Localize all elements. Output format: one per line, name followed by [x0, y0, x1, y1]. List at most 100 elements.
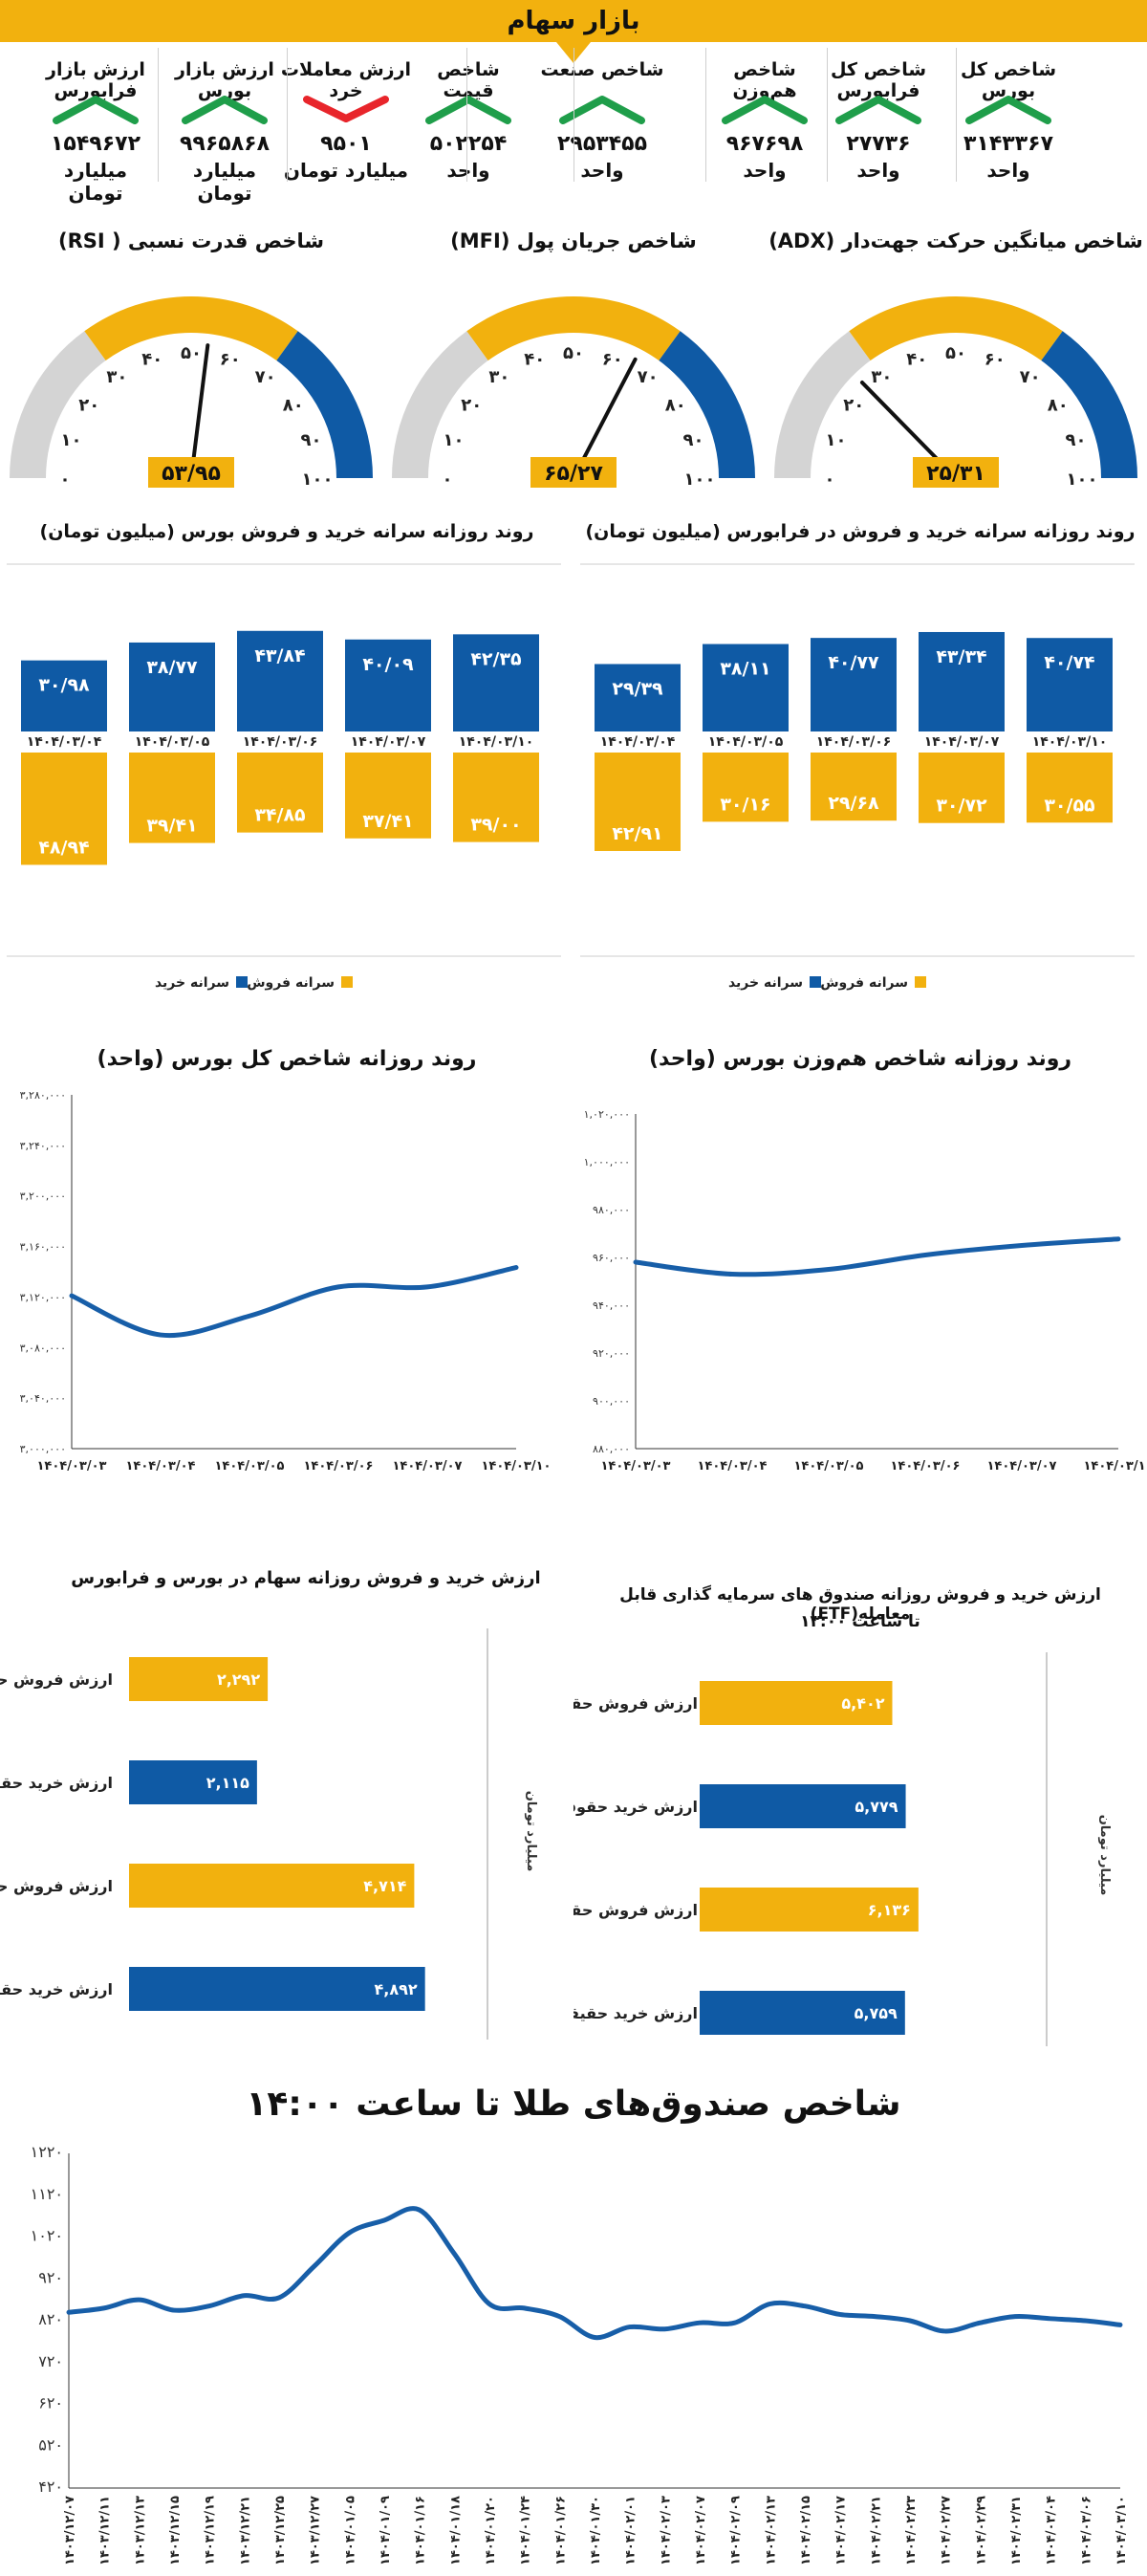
kpi-unit: واحد — [856, 159, 900, 182]
gauge-tick-label: ۲۰ — [461, 395, 482, 415]
hbar-category-label: ارزش فروش حقوقی — [0, 1670, 113, 1689]
kpi-unit: میلیارد تومان — [283, 159, 409, 182]
buy-bar-label: ۳۸/۱۱ — [720, 659, 770, 680]
gauge-tick-label: ۱۰۰ — [302, 469, 334, 490]
buy-per-capita-bar — [703, 644, 789, 731]
x-tick-label: ۱۴۰۳/۱۲/۱۵ — [168, 2496, 183, 2565]
buy-bar-label: ۴۰/۰۹ — [362, 654, 414, 675]
y-tick-label: ۵۲۰ — [38, 2435, 63, 2454]
hbar-title-etf: ارزش خرید و فروش روزانه صندوق های سرمایه… — [619, 1585, 1101, 1624]
kpi-divider — [466, 48, 467, 182]
hbar-value-label: ۵,۷۵۹ — [855, 2004, 898, 2022]
gauge-band-mid — [849, 296, 1063, 361]
x-tick-label: ۱۴۰۴/۰۱/۱۶ — [414, 2496, 428, 2565]
x-tick-label: ۱۴۰۳/۱۲/۱۹ — [204, 2496, 218, 2565]
hbar-bar — [700, 1991, 905, 2035]
kpi-card: شاخص هم‌وزن ۹۶۷۶۹۸ واحد — [707, 46, 822, 189]
kpi-label: شاخص کل بورس — [960, 59, 1057, 101]
hbar-bar — [700, 1681, 893, 1725]
sell-bar-label: ۴۲/۹۱ — [612, 823, 662, 844]
buy-per-capita-bar — [453, 634, 539, 731]
kpi-label: ارزش معاملات خرد — [280, 59, 412, 101]
x-tick-label: ۱۴۰۴/۰۱/۲۰ — [484, 2496, 498, 2565]
sell-bar-label: ۳۰/۷۲ — [936, 796, 987, 817]
sell-per-capita-bar — [703, 753, 789, 822]
x-tick-label: ۱۴۰۴/۰۲/۱۳ — [764, 2496, 778, 2565]
header-bar — [0, 0, 1147, 42]
hbar-category-label: ارزش خرید حقوقی — [0, 1774, 113, 1792]
trend-up-icon — [182, 96, 268, 124]
x-tick-label: ۱۴۰۴/۰۳/۰۳ — [37, 1459, 107, 1474]
trend-down-icon — [303, 96, 389, 122]
kpi-card: شاخص کل بورس ۳۱۴۳۳۶۷ واحد — [937, 46, 1080, 189]
kpi-divider — [827, 48, 828, 182]
series-line — [66, 2206, 1123, 2341]
kpi-value: ۹۶۷۶۹۸ — [725, 132, 804, 156]
gauge-tick-label: ۰ — [443, 469, 453, 490]
x-tick-label: ۱۴۰۴/۰۲/۱۷ — [834, 2496, 849, 2565]
gauge-band-high — [1041, 331, 1137, 478]
x-tick-label: ۱۴۰۴/۰۳/۰۷ — [987, 1459, 1057, 1474]
y-tick-label: ۹۴۰,۰۰۰ — [593, 1299, 630, 1312]
gauge-tick-label: ۱۰ — [825, 430, 846, 450]
kpi-label: شاخص صنعت — [540, 59, 664, 80]
x-tick-label: ۱۴۰۴/۰۲/۰۹ — [729, 2496, 744, 2565]
gauge-band-low — [392, 331, 488, 478]
hbar-category-label: ارزش فروش حقیقی — [0, 1877, 113, 1895]
x-tick-label: ۱۴۰۳/۱۲/۱۳ — [133, 2496, 147, 2565]
bar-date-label: ۱۴۰۴/۰۳/۰۷ — [924, 734, 1000, 750]
line-chart-total-index: ۳,۰۰۰,۰۰۰ ۳,۰۴۰,۰۰۰ ۳,۰۸۰,۰۰۰ ۳,۱۲۰,۰۰۰ ۳,۱۶… — [20, 1089, 552, 1474]
gauge-value-box — [913, 457, 999, 488]
gauge-value-box — [148, 457, 234, 488]
sell-bar-label: ۳۹/۰۰ — [470, 815, 521, 836]
sell-bar-label: ۲۹/۶۸ — [828, 793, 879, 814]
gauge-band-mid — [466, 296, 681, 361]
gauge-tick-label: ۸۰ — [1048, 395, 1069, 415]
x-tick-label: ۱۴۰۴/۰۱/۰۵ — [343, 2496, 357, 2565]
bar-date-label: ۱۴۰۴/۰۳/۱۰ — [459, 734, 534, 750]
kpi-label: شاخص قیمت — [437, 59, 500, 101]
gauge-tick-label: ۷۰ — [1020, 367, 1041, 387]
buy-bar-label: ۲۹/۳۹ — [612, 678, 663, 699]
sell-per-capita-bar — [919, 753, 1005, 823]
kpi-label: شاخص هم‌وزن — [732, 59, 797, 101]
bar-date-label: ۱۴۰۴/۰۳/۰۴ — [27, 734, 102, 750]
x-tick-label: ۱۴۰۴/۰۱/۰۹ — [379, 2496, 393, 2565]
gauge-tick-label: ۶۰ — [220, 349, 241, 369]
y-tick-label: ۱۱۲۰ — [31, 2185, 63, 2203]
legend-buy-label: سرانه خرید — [728, 975, 803, 991]
kpi-unit: واحد — [580, 159, 624, 182]
trend-arrow-shape — [965, 96, 1051, 124]
x-tick-label: ۱۴۰۴/۰۱/۳۰ — [589, 2496, 603, 2565]
x-tick-label: ۱۴۰۴/۰۳/۰۴ — [698, 1459, 768, 1474]
gauge-tick-label: ۷۰ — [638, 367, 659, 387]
x-tick-label: ۱۴۰۴/۰۱/۱۸ — [448, 2496, 463, 2565]
x-tick-label: ۱۴۰۴/۰۳/۱۰ — [1115, 2496, 1129, 2565]
bar-date-label: ۱۴۰۴/۰۳/۰۶ — [816, 734, 892, 750]
y-tick-label: ۹۰۰,۰۰۰ — [593, 1395, 630, 1408]
gauge-band-mid — [84, 296, 298, 361]
kpi-card: شاخص کل فرابورس ۲۷۷۳۶ واحد — [816, 46, 941, 189]
gauge-band-high — [276, 331, 373, 478]
x-tick-label: ۱۴۰۳/۱۲/۱۱ — [98, 2496, 113, 2565]
x-tick-label: ۱۴۰۴/۰۳/۰۵ — [794, 1459, 864, 1474]
kpi-card: ارزش بازار بورس ۹۹۶۵۸۶۸ میلیارد تومان — [162, 46, 287, 205]
y-tick-label: ۶۲۰ — [38, 2394, 63, 2412]
y-tick-label: ۴۲۰ — [38, 2478, 63, 2496]
trend-up-icon — [559, 96, 645, 124]
bar-chart-farabourse: ۲۹/۳۹ ۱۴۰۴/۰۳/۰۴ ۴۲/۹۱ ۳۸/۱۱ ۱۴۰۴/۰۳/۰۵ ۳۰/۱۶… — [580, 563, 1135, 991]
gold-title: شاخص صندوق‌های طلا تا ساعت ۱۴:۰۰ — [246, 2085, 901, 2124]
gauge-value-label: ۵۳/۹۵ — [162, 462, 221, 486]
buy-per-capita-bar — [595, 664, 681, 731]
series-line — [69, 1265, 519, 1339]
hbar-category-label: ارزش خرید حقیقی — [574, 2004, 698, 2022]
bar-date-label: ۱۴۰۴/۰۳/۱۰ — [1032, 734, 1108, 750]
x-tick-label: ۱۴۰۴/۰۳/۰۴ — [1045, 2496, 1059, 2565]
trend-up-icon — [53, 96, 139, 124]
legend-sell-swatch — [341, 976, 353, 988]
buy-per-capita-bar — [237, 630, 323, 731]
kpi-card: ارزش معاملات خرد ۹۵۰۱ میلیارد تومان — [274, 46, 418, 189]
y-tick-label: ۹۸۰,۰۰۰ — [593, 1204, 630, 1216]
gauge-needle — [859, 381, 946, 469]
legend-buy-label: سرانه خرید — [155, 975, 229, 991]
